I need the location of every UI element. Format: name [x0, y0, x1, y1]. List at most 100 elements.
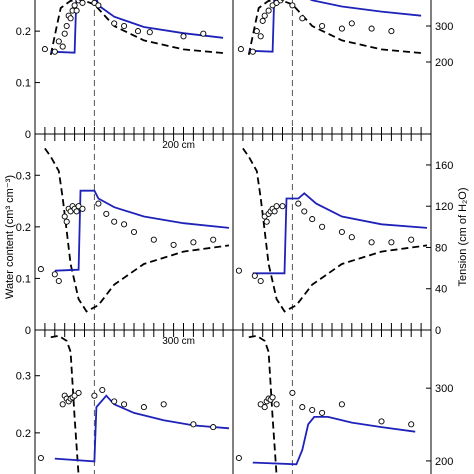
observed-point: [61, 30, 68, 37]
observed-point: [79, 205, 86, 212]
observed-point: [111, 218, 118, 225]
observed-point: [249, 48, 256, 55]
observed-point: [408, 236, 415, 243]
observed-point: [180, 33, 187, 40]
observed-point: [257, 33, 264, 40]
panel-3: 0 40 80 120 160: [232, 133, 453, 337]
left-tick-label: 0.2: [16, 428, 31, 440]
observed-point: [150, 236, 157, 243]
observed-point: [388, 239, 395, 246]
right-tick-label: 160: [435, 160, 453, 172]
left-tick-label: 0.3: [16, 170, 31, 182]
observed-point: [61, 213, 68, 220]
observed-point: [251, 272, 258, 279]
observed-point: [55, 38, 62, 45]
right-tick-label: 80: [435, 242, 447, 254]
panel-content: [37, 134, 230, 330]
model-series-line: [248, 0, 422, 53]
left-axis-title: Water content (cm³ cm⁻³): [4, 175, 16, 299]
left-tick-label: 0.2: [16, 26, 31, 38]
observed-point: [51, 48, 58, 55]
observed-point: [348, 234, 355, 241]
observed-point: [289, 389, 296, 396]
panel-frame: [34, 0, 234, 135]
tension-series-line: [242, 147, 428, 313]
observed-point: [200, 30, 207, 37]
observed-point: [95, 200, 102, 207]
observed-point: [111, 398, 118, 405]
observed-point: [338, 401, 345, 408]
observed-point: [73, 7, 80, 14]
observed-point: [121, 401, 128, 408]
right-tick-label: 40: [435, 284, 447, 296]
observed-point: [338, 25, 345, 32]
observed-point: [75, 389, 82, 396]
observed-point: [279, 203, 286, 210]
observed-point: [265, 7, 272, 14]
observed-point: [271, 208, 278, 215]
observed-point: [273, 203, 280, 210]
observed-point: [160, 401, 167, 408]
observed-point: [111, 20, 118, 27]
panel-1: 200300400: [232, 0, 453, 135]
right-tick-label: 200: [435, 57, 453, 69]
panel-content: [37, 330, 230, 474]
right-tick-label: 300: [435, 383, 453, 395]
observed-point: [37, 266, 44, 273]
observed-point: [63, 218, 70, 225]
observed-point: [79, 0, 86, 6]
observed-point: [235, 454, 242, 462]
observed-point: [299, 404, 306, 411]
right-tick-label: 200: [435, 456, 453, 468]
observed-point: [71, 392, 78, 399]
left-tick-label: 0: [25, 325, 31, 337]
observed-point: [235, 267, 242, 274]
observed-point: [338, 228, 345, 236]
observed-point: [51, 271, 58, 278]
model-series-line: [252, 192, 428, 275]
observed-point: [368, 25, 375, 32]
observed-point: [253, 28, 260, 35]
observed-point: [368, 239, 375, 246]
panel-content: [41, 0, 224, 134]
panel-content: [235, 330, 416, 474]
panel-frame: [232, 133, 432, 331]
observed-point: [91, 392, 98, 399]
tension-series-line: [44, 147, 230, 313]
observed-point: [295, 200, 302, 207]
observed-point: [289, 2, 296, 9]
observed-point: [319, 223, 326, 230]
observed-point: [121, 22, 128, 30]
observed-point: [63, 22, 70, 30]
model-series-line: [54, 189, 230, 272]
right-tick-label: 300: [435, 21, 453, 33]
observed-point: [59, 43, 66, 50]
observed-point: [378, 418, 385, 425]
observed-point: [130, 228, 138, 236]
observed-point: [263, 218, 270, 225]
observed-point: [309, 406, 316, 414]
model-series-line: [252, 415, 416, 466]
left-tick-label: 0.3: [16, 371, 31, 383]
observed-point: [237, 46, 244, 53]
observed-point: [257, 277, 264, 285]
observed-point: [71, 2, 78, 9]
observed-point: [134, 28, 142, 35]
observed-point: [140, 404, 147, 411]
observed-point: [299, 15, 306, 22]
panel-content: [235, 134, 428, 330]
panel-content: [237, 0, 422, 134]
observed-point: [388, 28, 395, 35]
panel-2: 0 0.1 0.2 0.3 200 cm: [16, 133, 234, 337]
right-tick-label: 120: [435, 201, 453, 213]
observed-point: [210, 236, 217, 243]
panel-4: 0.2 0.3 300 cm: [16, 329, 234, 474]
right-axis-title: Tension (cm of H₂O): [457, 187, 469, 286]
observed-point: [261, 404, 268, 411]
observed-point: [73, 208, 80, 215]
observed-point: [348, 20, 355, 27]
observed-point: [41, 46, 48, 53]
left-tick-label: 0.2: [16, 222, 31, 234]
